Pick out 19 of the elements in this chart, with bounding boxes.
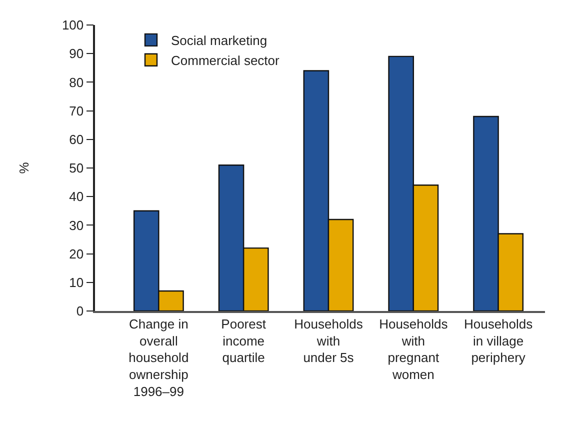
x-tick-label: Households with under 5s: [294, 316, 364, 366]
y-tick-label: 30: [69, 218, 84, 233]
x-tick-label: Households with pregnant women: [379, 316, 448, 382]
y-axis-title: %: [16, 162, 32, 174]
legend-label: Commercial sector: [171, 52, 280, 68]
x-tick-label: Poorest income quartile: [221, 316, 266, 366]
legend-label: Social marketing: [171, 33, 268, 48]
x-tick-label: Households in village periphery: [464, 316, 534, 366]
y-tick-label: 50: [69, 160, 84, 176]
y-tick-label: 60: [69, 132, 84, 147]
y-tick-label: 20: [69, 246, 84, 262]
y-tick-label: 80: [69, 74, 84, 90]
y-tick-label: 90: [69, 46, 84, 62]
y-tick-label: 70: [69, 103, 84, 118]
y-tick-label: 10: [69, 274, 84, 290]
y-tick-label: 40: [69, 189, 84, 204]
y-tick-label: 0: [76, 304, 84, 319]
y-tick-label: 100: [62, 18, 84, 33]
x-tick-label: Change in overall household ownership 1996–99: [128, 316, 189, 399]
